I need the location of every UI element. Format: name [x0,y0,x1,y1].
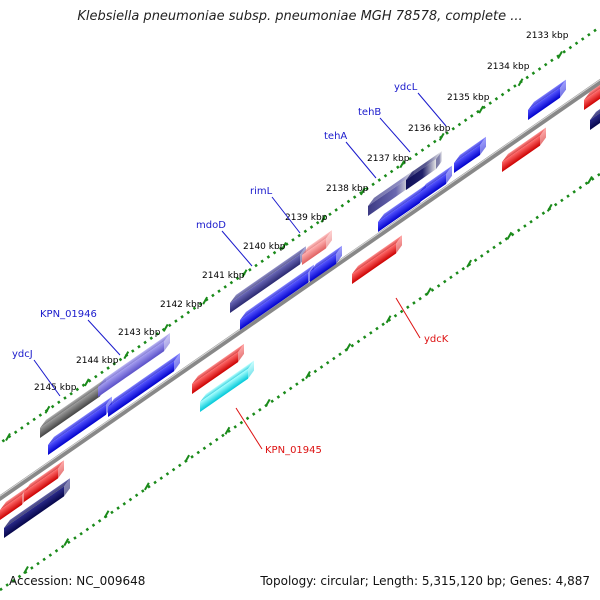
gene-feature-navy-left[interactable] [4,478,70,538]
leader-line-ydcl [417,92,447,127]
kbp-label-2136-kbp: 2136 kbp [408,124,451,134]
inner-tick-track [0,172,600,592]
major-tick [557,51,563,59]
major-tick [320,214,327,223]
genome-backbone [0,78,600,502]
gene-feature-kpn01945-red[interactable] [192,343,244,394]
gene-feature-tehb-block[interactable] [406,151,442,190]
gene-label-kpn-01945[interactable]: KPN_01945 [265,445,322,456]
kbp-label-2140-kbp: 2140 kbp [243,242,286,252]
gene-label-kpn-01946[interactable]: KPN_01946 [40,309,97,320]
major-ticks [5,51,593,574]
major-tick [587,176,593,184]
major-tick [345,343,352,352]
accession-label: Accession: NC_009648 [9,574,146,588]
major-tick [5,433,11,441]
gene-features [0,77,600,538]
major-tick [438,132,445,141]
gene-feature-red-left-2[interactable] [24,460,64,502]
major-tick [103,510,110,519]
major-tick [425,287,432,296]
gene-feature-far-right-red[interactable] [584,77,600,110]
major-tick [44,405,51,414]
gene-feature-red-right[interactable] [502,127,546,172]
leader-line-tehb [379,117,411,153]
major-tick [162,323,169,332]
major-tick [359,187,366,196]
kbp-label-2145-kbp: 2145 kbp [34,383,77,393]
gene-label-teha[interactable]: tehA [324,131,347,142]
kbp-label-2142-kbp: 2142 kbp [160,300,203,310]
major-tick [478,105,485,114]
kbp-label-2143-kbp: 2143 kbp [118,328,161,338]
leader-line-mdod [221,230,253,267]
gene-label-riml[interactable]: rimL [250,186,273,197]
major-tick [385,315,392,324]
kbp-labels: 2133 kbp 2134 kbp 2135 kbp 2136 kbp 2137 kbp… [34,31,569,393]
leader-line-kpn-01945 [235,407,263,450]
outer-tick-track [0,25,600,445]
gene-label-ydck[interactable]: ydcK [424,334,449,345]
kbp-label-2134-kbp: 2134 kbp [487,62,530,72]
major-tick [399,160,406,169]
major-tick [63,538,70,547]
kbp-label-2137-kbp: 2137 kbp [367,154,410,164]
gene-feature-ydck-block[interactable] [352,235,402,284]
gene-feature-kpn01945-block[interactable] [200,360,254,412]
kbp-label-2144-kbp: 2144 kbp [76,356,119,366]
major-tick [517,78,524,87]
genome-summary: Topology: circular; Length: 5,315,120 bp… [260,574,590,588]
leader-line-riml [271,196,301,234]
major-tick [143,482,150,491]
major-tick [123,351,130,360]
gene-feature-right-blue[interactable] [528,79,566,120]
leader-line-teha [345,141,377,179]
gene-feature-blue-4[interactable] [310,245,342,282]
leader-line-ydcj [33,359,61,397]
major-tick [23,566,29,574]
major-tick [281,242,287,250]
major-tick [241,269,248,278]
major-tick [184,454,191,463]
gene-feature-kpn01946-block[interactable] [98,333,170,397]
gene-feature-blue-6[interactable] [420,165,452,202]
major-tick [83,378,90,387]
gene-label-ydcj[interactable]: ydcJ [12,349,33,360]
leader-line-ydck [395,297,421,339]
major-tick [224,426,231,435]
kbp-label-2141-kbp: 2141 kbp [202,271,245,281]
gene-feature-far-right-navy[interactable] [590,102,600,130]
gene-feature-blue-2[interactable] [108,353,180,417]
kbp-label-2133-kbp: 2133 kbp [526,31,569,41]
major-tick [264,398,271,407]
major-tick [202,296,209,305]
map-title: Klebsiella pneumoniae subsp. pneumoniae … [77,9,523,24]
gene-label-group: ydcL tehB tehA rimL mdoD KPN_01946 ydcJ ydcK KPN… [12,82,449,456]
leader-line-kpn-01946 [87,319,121,356]
gene-label-mdod[interactable]: mdoD [196,220,226,231]
gene-feature-ydcl-block[interactable] [454,136,486,173]
kbp-label-2138-kbp: 2138 kbp [326,184,369,194]
gene-label-tehb[interactable]: tehB [358,107,381,118]
kbp-label-2135-kbp: 2135 kbp [447,93,490,103]
major-tick [546,203,553,212]
kbp-label-2139-kbp: 2139 kbp [285,213,328,223]
major-tick [305,371,311,379]
gene-feature-riml-block[interactable] [302,230,332,265]
gene-label-ydcl[interactable]: ydcL [394,82,418,93]
major-tick [466,259,473,268]
major-tick [506,231,513,240]
